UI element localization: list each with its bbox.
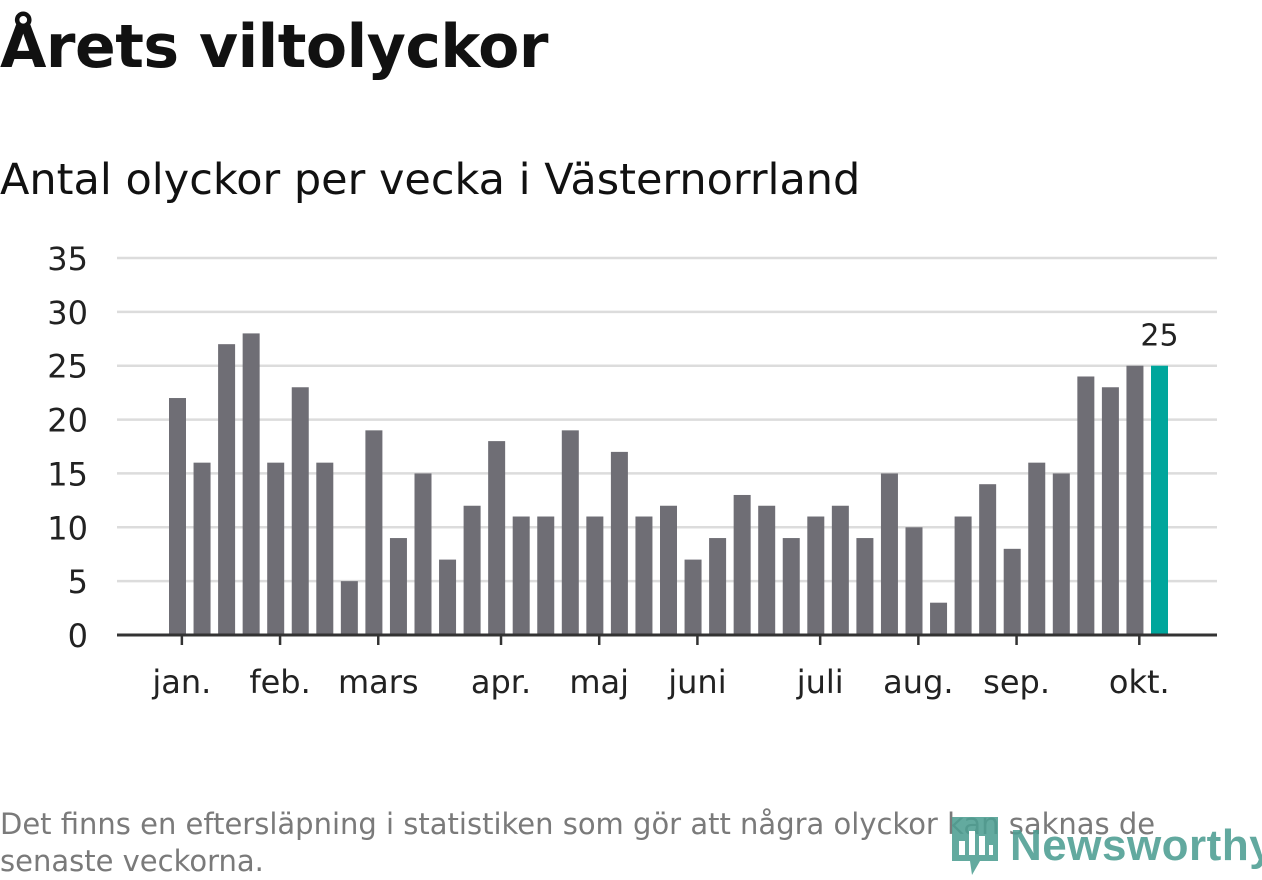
newsworthy-logo[interactable]: Newsworthy	[950, 814, 1262, 878]
chart-title: Årets viltolyckor	[0, 12, 549, 82]
bar	[291, 387, 309, 635]
bar	[930, 602, 948, 635]
bar	[414, 473, 432, 635]
bar	[463, 505, 481, 635]
bar	[684, 559, 702, 635]
chart-subtitle: Antal olyckor per vecka i Västernorrland	[0, 155, 861, 205]
bar	[1003, 548, 1021, 635]
x-tick-label: jan.	[151, 663, 211, 701]
y-tick-label: 0	[68, 617, 88, 655]
bar	[905, 527, 923, 635]
bar	[512, 516, 530, 635]
bar	[488, 441, 506, 635]
bars	[169, 333, 1168, 635]
bar	[610, 451, 628, 635]
bar	[267, 462, 285, 635]
bar	[193, 462, 211, 635]
y-tick-label: 20	[47, 402, 88, 440]
x-tick-label: okt.	[1109, 663, 1170, 701]
y-tick-label: 30	[47, 294, 88, 332]
bar-highlight	[1151, 365, 1168, 635]
bar	[660, 505, 677, 635]
x-tick-label: apr.	[471, 663, 531, 701]
x-tick-label: juli	[796, 663, 844, 701]
x-tick-label: mars	[338, 663, 419, 701]
bar	[1126, 365, 1144, 635]
bar	[389, 538, 407, 635]
bar	[439, 559, 457, 635]
bar	[537, 516, 555, 635]
y-tick-label: 25	[47, 348, 88, 386]
highlight-value-label: 25	[1140, 319, 1178, 354]
bar	[169, 398, 186, 635]
bar	[807, 516, 825, 635]
bar	[758, 505, 776, 635]
bar	[733, 494, 751, 635]
bar	[586, 516, 604, 635]
x-tick-label: juni	[667, 663, 726, 701]
y-tick-label: 35	[47, 240, 88, 278]
bar	[635, 516, 653, 635]
bar-chart: 0 5 10 15 20 25 30 35 25 jan. feb. mars apr. maj juni j…	[47, 240, 1217, 701]
y-tick-label: 10	[47, 509, 88, 547]
x-tick-label: feb.	[249, 663, 310, 701]
bar	[1101, 387, 1119, 635]
bar	[782, 538, 800, 635]
bar	[954, 516, 972, 635]
x-tick-label: sep.	[983, 663, 1050, 701]
bar	[1077, 376, 1095, 635]
axes: 0 5 10 15 20 25 30 35 25 jan. feb. mars apr. maj juni j…	[47, 240, 1217, 701]
bar	[1028, 462, 1046, 635]
x-tick-label: aug.	[883, 663, 953, 701]
y-tick-label: 15	[47, 455, 88, 493]
brand-name: Newsworthy	[1010, 821, 1262, 870]
bar	[880, 473, 898, 635]
bar	[709, 538, 727, 635]
bar	[365, 430, 383, 635]
bar	[242, 333, 260, 635]
bar	[1052, 473, 1070, 635]
bar	[218, 344, 236, 635]
bar	[340, 581, 358, 635]
bar	[561, 430, 579, 635]
bar	[856, 538, 874, 635]
bar	[979, 484, 997, 635]
bar-chart-logo-icon	[952, 817, 998, 875]
bar	[831, 505, 849, 635]
bar	[316, 462, 334, 635]
x-tick-label: maj	[569, 663, 629, 701]
y-tick-label: 5	[68, 563, 88, 601]
